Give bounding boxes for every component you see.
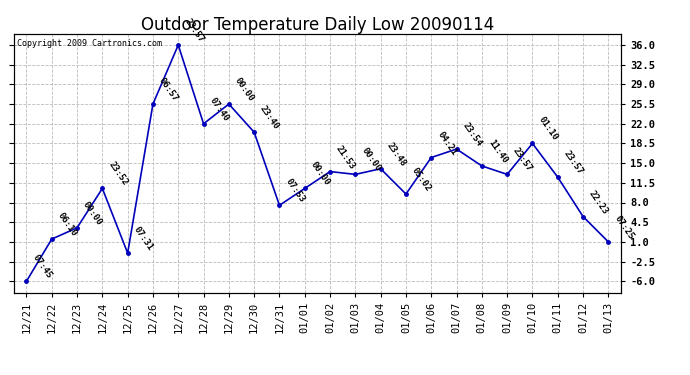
Text: 06:10: 06:10 [56, 211, 79, 238]
Text: 11:40: 11:40 [486, 138, 509, 165]
Text: 00:00: 00:00 [359, 146, 382, 174]
Text: 07:53: 07:53 [284, 177, 306, 204]
Text: 01:10: 01:10 [537, 116, 560, 142]
Text: 04:21: 04:21 [435, 129, 458, 157]
Text: 23:57: 23:57 [511, 146, 534, 174]
Title: Outdoor Temperature Daily Low 20090114: Outdoor Temperature Daily Low 20090114 [141, 16, 494, 34]
Text: 23:57: 23:57 [182, 17, 205, 44]
Text: 23:40: 23:40 [258, 104, 281, 131]
Text: 21:53: 21:53 [334, 144, 357, 171]
Text: 23:52: 23:52 [106, 160, 129, 188]
Text: 23:54: 23:54 [461, 121, 484, 148]
Text: 07:25: 07:25 [613, 214, 635, 241]
Text: 23:57: 23:57 [562, 149, 584, 176]
Text: 23:48: 23:48 [385, 141, 408, 168]
Text: 07:31: 07:31 [132, 225, 155, 252]
Text: 22:23: 22:23 [587, 189, 610, 216]
Text: 00:00: 00:00 [233, 76, 256, 103]
Text: 05:02: 05:02 [410, 166, 433, 193]
Text: 07:45: 07:45 [30, 253, 53, 280]
Text: 07:40: 07:40 [208, 96, 230, 123]
Text: 00:00: 00:00 [309, 160, 332, 188]
Text: 00:00: 00:00 [81, 200, 104, 227]
Text: 06:57: 06:57 [157, 76, 180, 103]
Text: Copyright 2009 Cartronics.com: Copyright 2009 Cartronics.com [17, 39, 162, 48]
